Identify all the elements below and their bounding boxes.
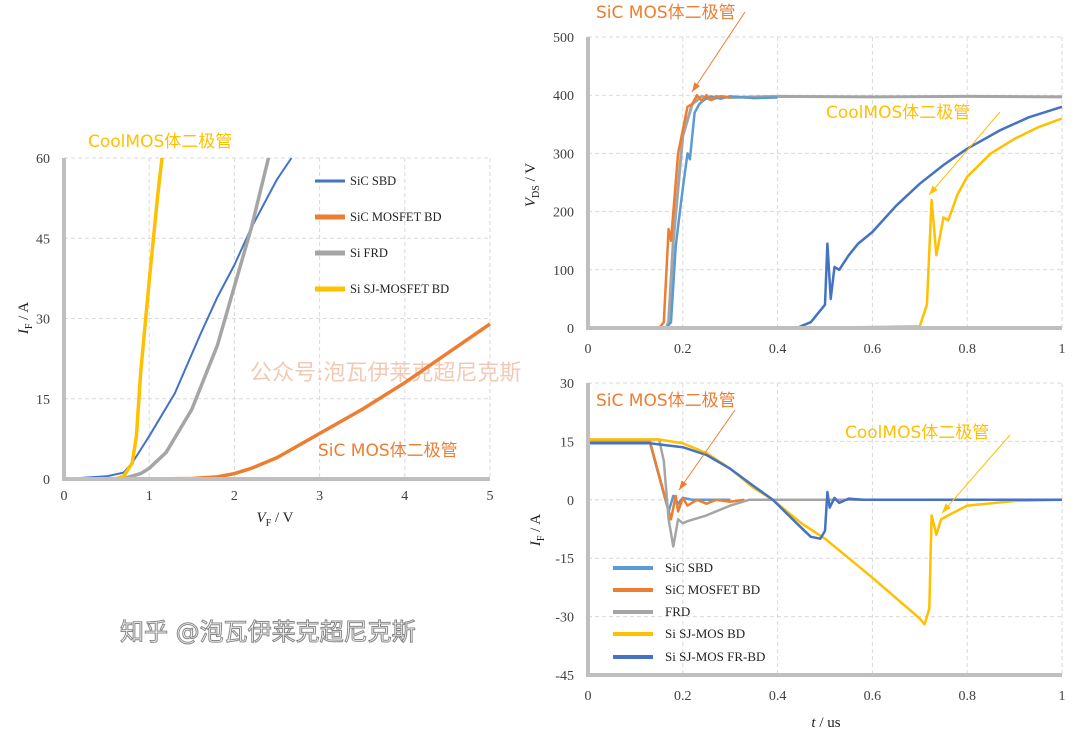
x-tick-label: 0.8 [958, 342, 976, 357]
watermark-center: 公众号:泡瓦伊莱克超尼克斯 [250, 361, 521, 386]
y-tick-label: 300 [553, 147, 574, 162]
series-line-si-sj-mos-fr-bd [588, 442, 1062, 540]
annotation-label: CoolMOS体二极管 [88, 132, 232, 152]
y-tick-label: 200 [553, 206, 574, 221]
y-tick-label: 400 [553, 89, 574, 104]
series-line-sic-mosfet-bd [588, 93, 731, 330]
y-tick-label: 45 [36, 232, 50, 247]
series-line-si-frd [63, 157, 271, 481]
y-tick-label: -30 [555, 611, 574, 626]
annotation-label: CoolMOS体二极管 [845, 423, 989, 443]
y-tick-label: 15 [36, 393, 50, 408]
y-axis-label-main: V [523, 196, 539, 207]
annotation-arrow-line [678, 409, 736, 491]
if-transient-chart: 0 0.2 0.4 0.6 0.8 1 -45 -30 -15 0 15 30 t / us IF / A… [528, 377, 1066, 731]
y-tick-label: 15 [560, 435, 574, 450]
x-tick-label: 0.2 [674, 689, 692, 704]
legend-label: SiC MOSFET BD [350, 210, 441, 224]
legend-label: Si FRD [350, 246, 388, 260]
x-axis-label-unit: / us [816, 715, 841, 731]
annotation-arrowhead [679, 480, 688, 490]
x-axis-label: t / us [811, 715, 840, 731]
legend-label: SiC MOSFET BD [665, 582, 760, 597]
x-tick-label: 0.6 [864, 342, 882, 357]
y-tick-label: 60 [36, 152, 50, 167]
x-tick-label: 0 [585, 342, 592, 357]
y-axis-label-main: I [528, 540, 544, 547]
annotation-label: CoolMOS体二极管 [826, 103, 970, 123]
x-tick-label: 0 [61, 489, 68, 504]
y-axis-label: IF / A [16, 302, 35, 335]
x-tick-label: 5 [487, 489, 494, 504]
x-tick-label: 1 [1059, 342, 1066, 357]
x-tick-label: 0.2 [674, 342, 692, 357]
y-axis-label-main: I [16, 328, 32, 335]
y-axis-label: IF / A [528, 514, 547, 547]
y-axis-label-sub: F [24, 323, 35, 329]
annotation-label: SiC MOS体二极管 [596, 391, 736, 411]
y-tick-label: 30 [36, 313, 50, 328]
y-tick-label: 0 [43, 473, 50, 488]
y-tick-label: 0 [567, 322, 574, 337]
annotation-label: SiC MOS体二极管 [596, 3, 736, 23]
series-line-sic-sbd [63, 157, 293, 480]
x-tick-label: 0.6 [864, 689, 882, 704]
legend-label: FRD [665, 604, 690, 619]
legend-label: Si SJ-MOSFET BD [350, 282, 449, 296]
x-tick-label: 0.8 [958, 689, 976, 704]
annotation-arrow-line [941, 434, 1011, 514]
x-tick-label: 1 [146, 489, 153, 504]
watermark-bottom: 知乎 @泡瓦伊莱克超尼克斯 [120, 618, 416, 646]
y-axis-label: VDS / V [523, 163, 542, 207]
x-axis-label-sub: F [266, 518, 272, 529]
series-line-si-sj-mos-bd [588, 438, 1063, 626]
annotation-arrowhead [929, 185, 938, 195]
x-tick-label: 0.4 [769, 689, 787, 704]
x-axis-label-unit: / V [271, 510, 293, 526]
y-tick-label: 0 [567, 494, 574, 509]
y-axis-label-sub: F [536, 535, 547, 541]
legend-label: Si SJ-MOS FR-BD [665, 649, 765, 664]
series-line-si-sj-mos-bd [588, 117, 1063, 330]
x-tick-label: 0.4 [769, 342, 787, 357]
annotation-arrow-line [691, 11, 746, 93]
x-axis-label-main: t [811, 715, 816, 731]
annotation-label: SiC MOS体二极管 [318, 441, 458, 461]
x-tick-label: 2 [231, 489, 238, 504]
legend-label: Si SJ-MOS BD [665, 626, 745, 641]
y-tick-label: -15 [555, 552, 574, 567]
y-axis-label-sub: DS [531, 185, 542, 198]
legend-label: SiC SBD [350, 174, 396, 188]
annotation-arrow-line [928, 111, 1001, 196]
y-axis-label-unit: / V [523, 163, 539, 185]
y-tick-label: 500 [553, 31, 574, 46]
annotation-arrowhead [692, 82, 701, 92]
y-axis-label-unit: / A [16, 302, 32, 324]
x-tick-label: 1 [1059, 689, 1066, 704]
y-axis-label-unit: / A [528, 514, 544, 536]
x-tick-label: 3 [316, 489, 323, 504]
x-axis-label: VF / V [257, 510, 294, 529]
x-tick-label: 0 [585, 689, 592, 704]
series-line-si-sj-mos-fr-bd [588, 105, 1063, 330]
vds-transient-chart: 0 0.2 0.4 0.6 0.8 1 0 100 200 300 400 500 VDS / V SiC… [523, 3, 1066, 357]
legend-label: SiC SBD [665, 560, 713, 575]
x-tick-label: 4 [401, 489, 408, 504]
x-axis-label-main: V [257, 510, 268, 526]
y-tick-label: -45 [555, 669, 574, 684]
y-tick-label: 100 [553, 264, 574, 279]
series-line-frd [588, 438, 1062, 548]
y-tick-label: 30 [560, 377, 574, 392]
annotation-arrowhead [942, 503, 951, 513]
